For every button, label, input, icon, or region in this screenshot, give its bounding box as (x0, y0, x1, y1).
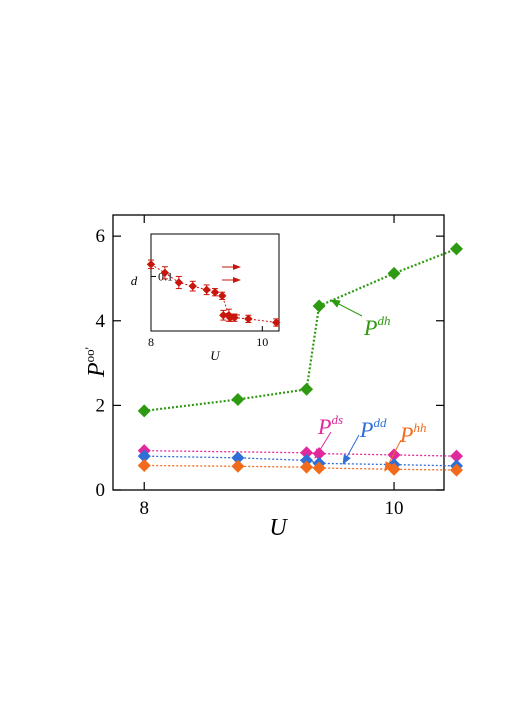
data-point-dh (231, 392, 245, 406)
series-label-hh: Phh (384, 420, 426, 472)
inset-data-point (218, 291, 227, 301)
data-point-hh (137, 458, 151, 472)
svg-text:Pds: Pds (317, 412, 343, 439)
data-point-ds (300, 446, 314, 460)
inset-plot-frame (150, 233, 280, 332)
main-series-lines (144, 247, 457, 471)
svg-text:Phh: Phh (399, 420, 426, 447)
data-point-dh (387, 266, 401, 280)
inset-data-point (202, 285, 211, 294)
inset-data-point (146, 260, 156, 269)
svg-text:Pdd: Pdd (359, 415, 387, 442)
data-point-ds (449, 449, 463, 463)
svg-text:Pdh: Pdh (363, 313, 390, 340)
x-tick-label: 8 (139, 498, 149, 519)
data-point-ds (387, 448, 401, 462)
data-point-dd (231, 451, 245, 465)
y-tick-label: 4 (96, 311, 106, 332)
series-label-ds: Pds (314, 412, 343, 459)
inset-data-point (272, 318, 281, 327)
series-label-dd: Pdd (342, 415, 387, 465)
data-point-dh (312, 299, 326, 313)
main-series-markers (137, 242, 463, 477)
inset-data-point (230, 313, 239, 322)
data-point-hh (449, 463, 463, 477)
data-point-dd (300, 453, 314, 467)
inset-data-point (244, 314, 253, 324)
y-axis-title: Poo' (82, 347, 110, 378)
inset-data-point (188, 281, 197, 291)
inset-hysteresis-arrows (221, 264, 241, 318)
inset-y-axis-title: d (131, 273, 138, 288)
x-tick-label: 10 (385, 498, 404, 519)
inset-x-axis-title: U (210, 348, 221, 363)
inset-data-point (210, 288, 220, 297)
data-point-hh (300, 460, 314, 474)
y-tick-label: 0 (96, 480, 106, 501)
data-point-hh (312, 461, 326, 475)
data-point-dh (449, 242, 463, 256)
main-plot-frame (112, 214, 445, 491)
inset-data-point (174, 278, 184, 287)
series-label-dh: Pdh (330, 299, 390, 340)
data-point-dh (137, 404, 151, 418)
series-line-dd (144, 455, 457, 467)
main-axis-ticks: 8 10 0 2 4 6 (96, 215, 444, 519)
series-line-dh (144, 247, 457, 412)
data-point-dd (137, 449, 151, 463)
data-point-hh (231, 459, 245, 473)
x-axis-title: U (269, 515, 288, 541)
inset-x-tick-label: 10 (256, 335, 268, 349)
y-tick-label: 6 (96, 226, 106, 247)
series-line-hh (144, 464, 457, 471)
y-tick-label: 2 (96, 395, 106, 416)
inset-x-tick-label: 8 (148, 335, 154, 349)
data-point-dh (300, 382, 314, 396)
series-line-ds (144, 450, 457, 457)
inset-data-point (160, 268, 170, 277)
